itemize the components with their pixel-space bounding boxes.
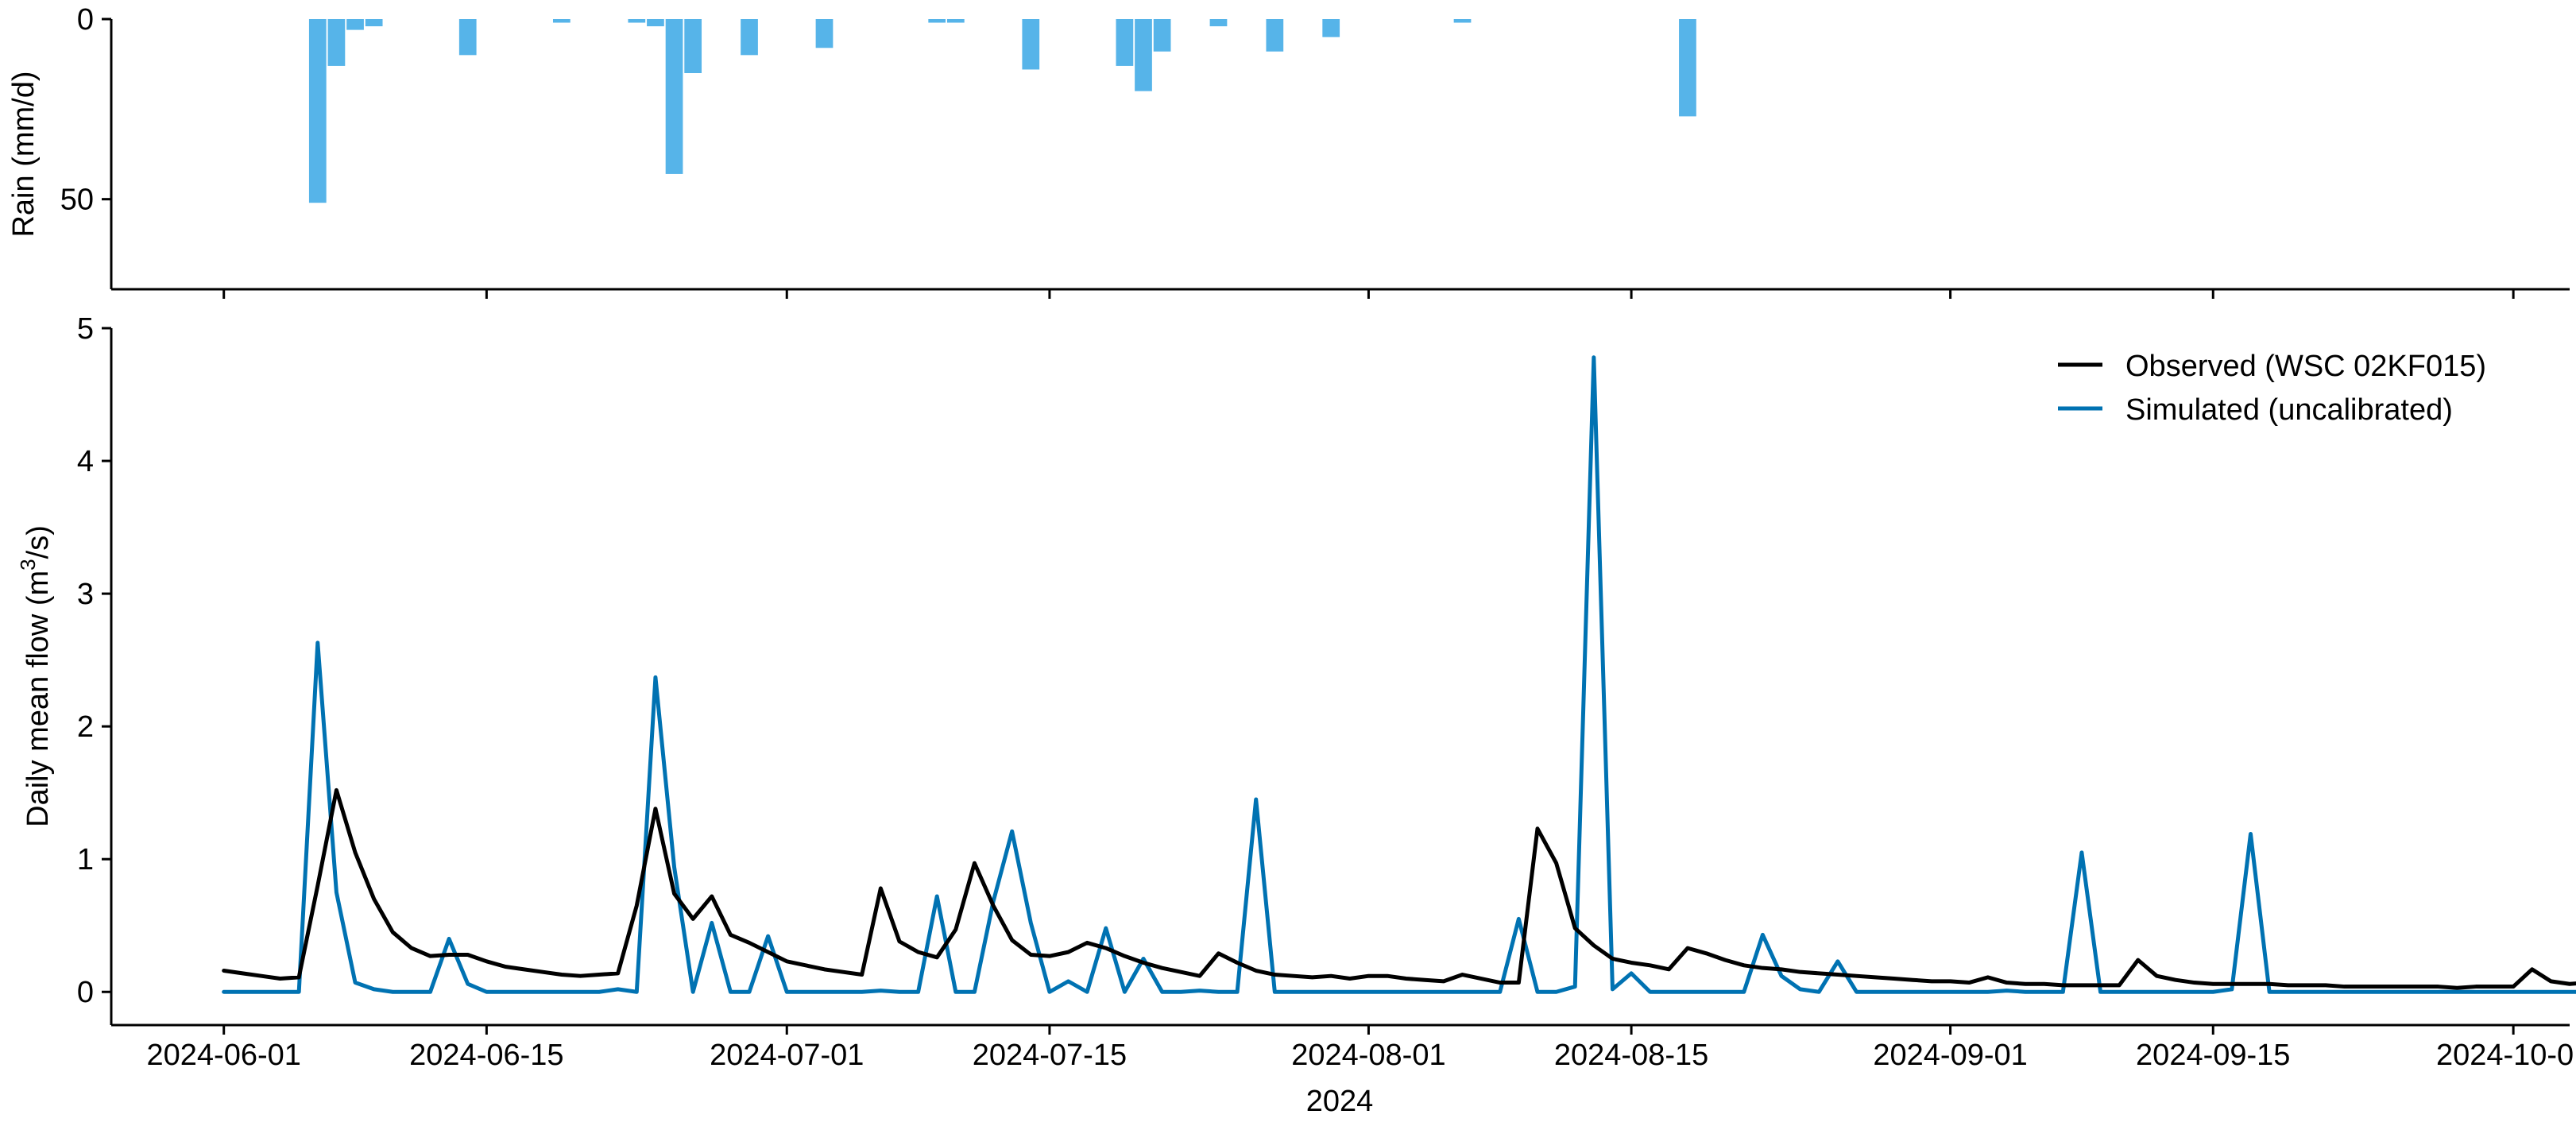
rain-bar <box>365 19 383 27</box>
rain-panel: 0 50 Rain (mm/d) <box>7 3 2570 299</box>
rain-y-tick-label: 0 <box>77 3 94 37</box>
rain-bar <box>741 19 758 56</box>
rain-bar <box>1153 19 1171 52</box>
rain-bar <box>665 19 683 174</box>
rain-bar <box>928 19 946 23</box>
rain-y-tick-label: 50 <box>60 184 94 217</box>
flow-y-ticks: 0 1 2 3 4 5 <box>77 312 111 1009</box>
flow-y-axis-title: Daily mean flow (m3/s) <box>16 525 55 827</box>
rain-bar <box>552 19 571 23</box>
rain-bar <box>1209 19 1228 27</box>
flow-y-axis-title-main: Daily mean flow (m <box>21 571 55 827</box>
flow-y-tick-label: 5 <box>77 312 94 346</box>
legend-label-observed: Observed (WSC 02KF015) <box>2125 350 2486 383</box>
rain-y-axis-title: Rain (mm/d) <box>7 71 41 237</box>
flow-x-tick-label: 2024-07-01 <box>710 1039 864 1072</box>
rain-bar <box>815 19 834 48</box>
flow-y-tick-label: 0 <box>77 976 94 1009</box>
flow-y-tick-label: 4 <box>77 445 94 478</box>
simulated-flow-line <box>222 355 2576 994</box>
flow-x-ticks: 2024-06-01 2024-06-15 2024-07-01 2024-07-15… <box>147 1025 2576 1072</box>
rain-bar <box>327 19 346 66</box>
rain-bar <box>1135 19 1152 91</box>
observed-flow-line <box>222 787 2576 990</box>
rain-x-ticks <box>222 289 2515 299</box>
flow-x-tick-label: 2024-08-15 <box>1554 1039 1708 1072</box>
rain-bar <box>1322 19 1340 37</box>
flow-x-tick-label: 2024-07-15 <box>973 1039 1127 1072</box>
flow-x-tick-label: 2024-10-01 <box>2436 1039 2576 1072</box>
legend-label-simulated: Simulated (uncalibrated) <box>2125 393 2453 427</box>
rain-bar <box>1116 19 1134 66</box>
flow-x-tick-label: 2024-06-01 <box>147 1039 301 1072</box>
flow-x-tick-label: 2024-06-15 <box>409 1039 563 1072</box>
rain-bar <box>946 19 965 23</box>
flow-y-tick-label: 3 <box>77 578 94 611</box>
flow-x-tick-label: 2024-09-01 <box>1873 1039 2027 1072</box>
rain-bar <box>1022 19 1040 70</box>
flow-lines <box>222 355 2576 994</box>
rain-y-ticks: 0 50 <box>60 3 111 217</box>
rain-bar <box>458 19 477 56</box>
flow-y-tick-label: 2 <box>77 710 94 744</box>
rain-bar <box>684 19 702 73</box>
rain-bar <box>1266 19 1284 52</box>
rain-bar <box>628 19 646 23</box>
rain-bar <box>1453 19 1472 23</box>
rain-bar <box>308 19 327 203</box>
rain-bar <box>346 19 364 30</box>
rain-bars <box>308 19 1696 203</box>
flow-y-axis-title-tail: /s) <box>21 525 55 559</box>
flow-x-axis-title: 2024 <box>1306 1085 1374 1118</box>
flow-x-tick-label: 2024-09-15 <box>2136 1039 2290 1072</box>
legend: Observed (WSC 02KF015) Simulated (uncali… <box>2058 350 2486 427</box>
flow-x-tick-label: 2024-08-01 <box>1291 1039 1445 1072</box>
flow-y-tick-label: 1 <box>77 843 94 876</box>
rain-bar <box>1679 19 1696 117</box>
rain-bar <box>647 19 664 27</box>
flow-y-axis-title-superscript: 3 <box>16 559 40 570</box>
